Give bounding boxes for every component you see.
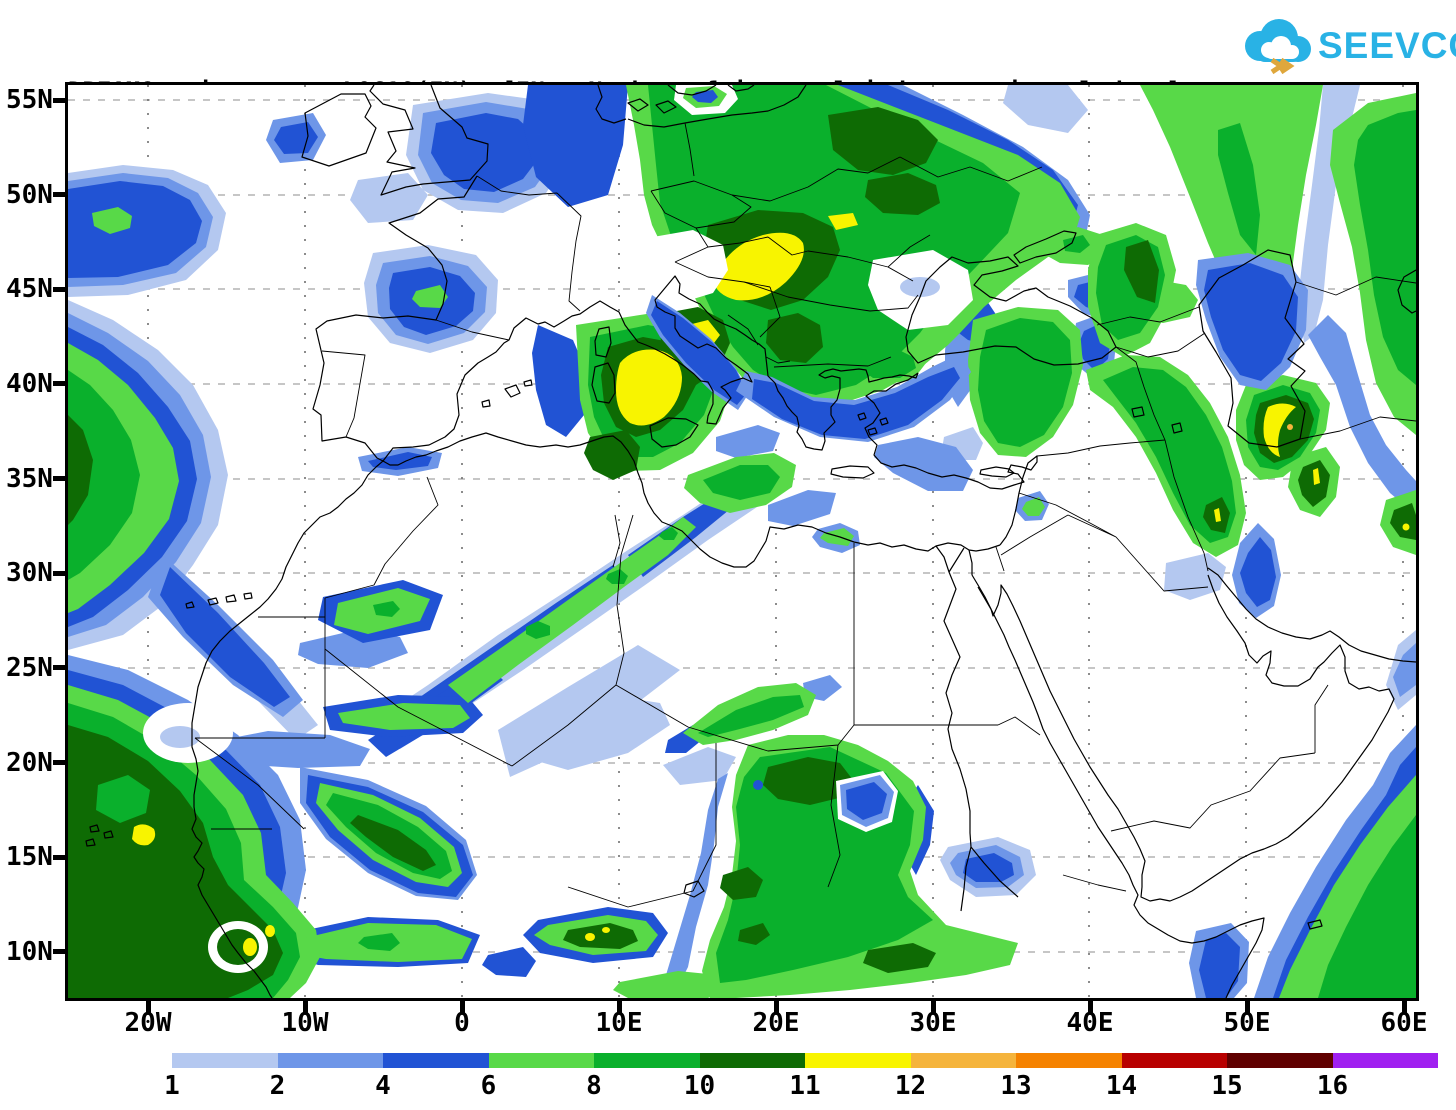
- lon-tick: [145, 1001, 151, 1014]
- map-frame: [65, 82, 1419, 1001]
- coastlines: [85, 85, 1416, 998]
- lon-tick: [302, 1001, 308, 1014]
- colorbar-label: 14: [1105, 1071, 1138, 1101]
- lon-tick: [930, 1001, 936, 1014]
- colorbar-label: 4: [375, 1071, 391, 1101]
- lat-label: 35N: [6, 463, 53, 494]
- lon-tick: [1087, 1001, 1093, 1014]
- lat-label: 40N: [6, 368, 53, 399]
- colorbar-segment: [488, 1053, 594, 1068]
- lat-tick: [53, 286, 65, 292]
- logo-text: SEEVCCC: [1318, 25, 1456, 66]
- colorbar-label: 16: [1316, 1071, 1349, 1101]
- lat-tick: [53, 192, 65, 198]
- lon-tick: [616, 1001, 622, 1014]
- cloud-lightning-icon: [1245, 19, 1311, 75]
- lat-label: 15N: [6, 842, 53, 873]
- colorbar-label: 13: [1000, 1071, 1032, 1101]
- country-borders: [194, 122, 1416, 908]
- colorbar-segment: [1121, 1053, 1227, 1068]
- colorbar-segment: [172, 1053, 278, 1068]
- lon-tick: [1244, 1001, 1250, 1014]
- colorbar-segment: [1016, 1053, 1122, 1068]
- lat-label: 30N: [6, 558, 53, 589]
- colorbar-segment: [910, 1053, 1016, 1068]
- colorbar-label: 15: [1211, 1071, 1243, 1101]
- colorbar-segment: [277, 1053, 383, 1068]
- colorbar-segment: [699, 1053, 805, 1068]
- colorbar-label: 10: [683, 1071, 716, 1101]
- lat-label: 10N: [6, 936, 53, 967]
- lat-tick: [53, 381, 65, 387]
- lat-tick: [53, 949, 65, 955]
- seevccc-logo: SEEVCCC: [1236, 16, 1456, 76]
- colorbar-segment: [594, 1053, 700, 1068]
- lon-tick: [459, 1001, 465, 1014]
- colorbar: [172, 1053, 1438, 1068]
- colorbar-label: 11: [789, 1071, 821, 1101]
- lat-label: 50N: [6, 179, 53, 210]
- lat-tick: [53, 760, 65, 766]
- colorbar-label: 2: [269, 1071, 286, 1101]
- lat-tick: [53, 570, 65, 576]
- lon-label: 0: [454, 1008, 470, 1038]
- lat-label: 45N: [6, 274, 53, 305]
- lat-tick: [53, 665, 65, 671]
- lat-tick: [53, 854, 65, 860]
- lon-tick: [773, 1001, 779, 1014]
- colorbar-segment: [805, 1053, 911, 1068]
- colorbar-label: 6: [480, 1071, 497, 1101]
- colorbar-segment: [1227, 1053, 1333, 1068]
- lon-tick: [1401, 1001, 1407, 1014]
- colorbar-label: 1: [164, 1071, 180, 1101]
- lat-label: 55N: [6, 85, 53, 115]
- lat-tick: [53, 97, 65, 103]
- bolt-chevron-icon: [1270, 57, 1295, 75]
- colorbar-segment: [383, 1053, 489, 1068]
- lat-label: 25N: [6, 652, 53, 683]
- colorbar-label: 12: [894, 1071, 927, 1101]
- lat-label: 20N: [6, 747, 53, 778]
- colorbar-segment: [1332, 1053, 1438, 1068]
- map-canvas: [68, 85, 1416, 998]
- contour-fills: [68, 85, 1416, 998]
- colorbar-label: 8: [586, 1071, 602, 1101]
- lat-tick: [53, 476, 65, 482]
